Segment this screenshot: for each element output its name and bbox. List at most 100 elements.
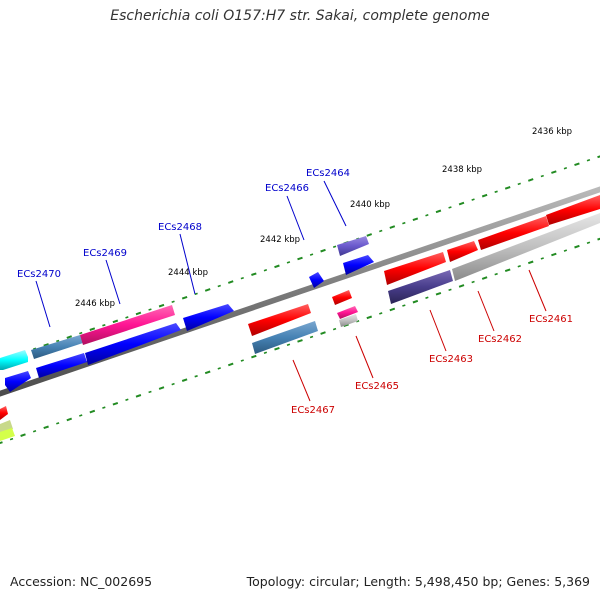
- tick-mark: [366, 315, 373, 320]
- gene-arrow: [0, 420, 13, 434]
- tick-mark: [527, 178, 534, 182]
- tick-mark: [332, 327, 337, 331]
- tick-mark: [217, 367, 221, 370]
- scale-label: 2444 kbp: [168, 268, 208, 278]
- tick-mark: [43, 343, 49, 347]
- tick-mark: [425, 296, 429, 299]
- genome-summary-text: Topology: circular; Length: 5,498,450 bp…: [246, 574, 590, 589]
- tick-mark: [448, 206, 452, 209]
- gene-arrow: [0, 406, 8, 420]
- tick-mark: [551, 252, 557, 257]
- tick-mark: [389, 225, 396, 229]
- reverse-gene-labels: ECs2461 ECs2462 ECs2463 ECs2465 ECs2467: [291, 314, 573, 416]
- tick-mark: [286, 343, 291, 347]
- tick-mark: [274, 264, 280, 269]
- gene-label: ECs2464: [306, 168, 350, 179]
- tick-mark: [79, 331, 83, 335]
- gene-arrow: [478, 216, 549, 250]
- gene-arrow: [447, 241, 478, 262]
- gene-arrow: [80, 305, 175, 345]
- gene-label: ECs2468: [158, 222, 202, 233]
- tick-mark: [586, 159, 591, 162]
- tick-mark: [481, 276, 488, 280]
- tick-mark: [435, 291, 442, 296]
- forward-strand-genes: [0, 236, 374, 392]
- tick-mark: [412, 217, 419, 222]
- tick-mark: [540, 174, 544, 178]
- tick-mark: [227, 362, 234, 367]
- gene-arrow: [183, 304, 234, 331]
- gene-arrow: [388, 270, 453, 304]
- tick-mark: [102, 406, 106, 409]
- tick-mark: [527, 260, 534, 265]
- gene-arrow: [85, 323, 181, 365]
- tick-mark: [263, 269, 268, 272]
- gene-arrow: [339, 314, 358, 327]
- tick-mark: [297, 339, 303, 343]
- tick-mark: [32, 429, 37, 433]
- tick-mark: [574, 244, 580, 249]
- gene-arrow: [332, 290, 352, 305]
- tick-mark: [217, 284, 221, 288]
- gene-label: ECs2469: [83, 248, 127, 259]
- tick-mark: [158, 386, 165, 390]
- tick-mark: [448, 288, 452, 292]
- tick-mark: [181, 295, 188, 300]
- reverse-strand-genes: [0, 195, 600, 441]
- gene-label: ECs2461: [529, 314, 573, 325]
- tick-mark: [43, 425, 49, 430]
- tick-mark: [89, 327, 96, 331]
- tick-mark: [402, 304, 406, 307]
- tick-mark: [32, 347, 37, 351]
- tick-mark: [356, 320, 360, 323]
- gene-label: ECs2463: [429, 354, 473, 365]
- tick-marks: [0, 155, 600, 445]
- genome-backbone: [0, 186, 600, 397]
- gene-arrow: [0, 350, 28, 370]
- gene-arrow: [546, 195, 600, 225]
- tick-mark: [0, 441, 3, 445]
- tick-mark: [89, 409, 96, 414]
- gene-arrow: [343, 255, 374, 275]
- tick-mark: [458, 201, 465, 206]
- tick-mark: [389, 307, 396, 312]
- tick-mark: [171, 382, 175, 386]
- gene-arrow: [337, 306, 358, 319]
- tick-mark: [148, 390, 152, 394]
- tick-mark: [597, 155, 600, 159]
- tick-mark: [112, 319, 119, 324]
- tick-mark: [504, 186, 511, 190]
- leader-lines: [35, 180, 547, 402]
- tick-mark: [125, 398, 129, 402]
- tick-mark: [366, 233, 373, 237]
- tick-mark: [9, 437, 14, 441]
- tick-mark: [412, 299, 419, 304]
- gene-arrow: [252, 321, 318, 354]
- tick-mark: [320, 248, 326, 253]
- tick-mark: [274, 346, 280, 351]
- tick-mark: [194, 292, 198, 296]
- gene-arrow: [248, 304, 311, 336]
- tick-mark: [194, 375, 198, 378]
- gene-arrow: [0, 428, 15, 441]
- scale-label: 2436 kbp: [532, 127, 572, 137]
- tick-mark: [135, 311, 142, 316]
- gene-arrow: [309, 272, 324, 288]
- gene-arrow: [384, 252, 446, 285]
- tick-mark: [481, 193, 488, 198]
- tick-mark: [204, 288, 211, 292]
- tick-mark: [79, 414, 83, 417]
- tick-mark: [263, 351, 268, 354]
- tick-mark: [297, 256, 303, 261]
- tick-mark: [551, 170, 557, 174]
- gene-label: ECs2466: [265, 183, 309, 194]
- tick-mark: [471, 198, 475, 201]
- accession-text: Accession: NC_002695: [10, 574, 153, 589]
- tick-mark: [240, 359, 244, 362]
- scale-label: 2442 kbp: [260, 235, 300, 245]
- tick-mark: [517, 182, 521, 186]
- tick-mark: [102, 324, 106, 327]
- tick-mark: [517, 265, 521, 268]
- tick-mark: [504, 268, 511, 273]
- gene-arrow: [337, 236, 369, 256]
